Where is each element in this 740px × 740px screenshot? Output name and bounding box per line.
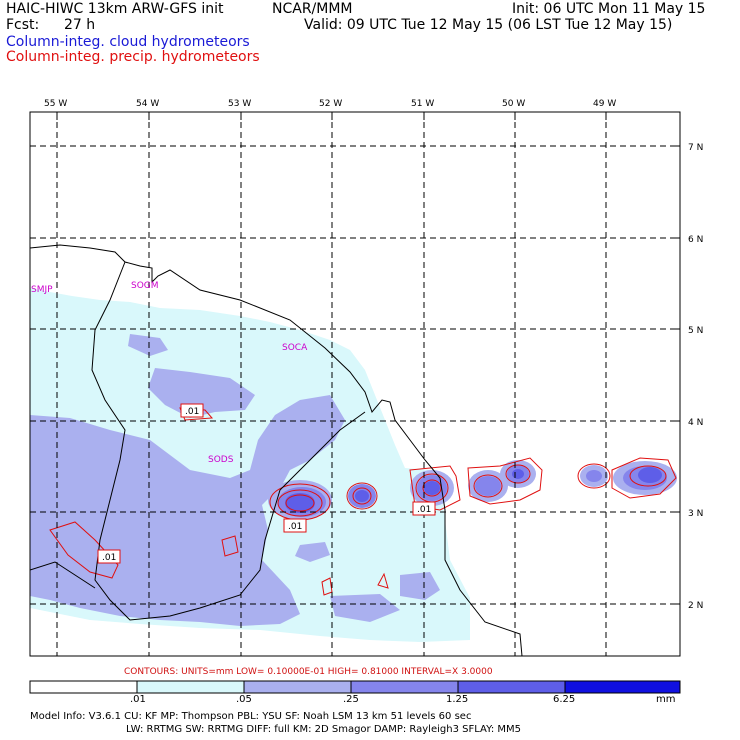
valid-time: Valid: 09 UTC Tue 12 May 15 (06 LST Tue …	[304, 17, 673, 33]
colorbar-label: .01	[130, 694, 146, 705]
lat-label: 6 N	[688, 235, 703, 245]
lon-label: 55 W	[44, 99, 67, 109]
contour-label: .01	[288, 522, 302, 532]
graticule	[30, 112, 680, 656]
shading-layer	[30, 244, 677, 656]
cloud-shade-medium	[330, 594, 400, 622]
contour-label: .01	[102, 553, 116, 563]
contour-info: CONTOURS: UNITS=mm LOW= 0.10000E-01 HIGH…	[124, 667, 493, 677]
station-label: SODS	[208, 455, 234, 465]
lon-label: 54 W	[136, 99, 159, 109]
cloud-shade-medium	[400, 572, 440, 600]
cloud-shade-medium	[148, 368, 255, 418]
model-info-line-2: LW: RRTMG SW: RRTMG DIFF: full KM: 2D Sm…	[126, 724, 522, 735]
lat-label: 7 N	[688, 143, 703, 153]
center-label: NCAR/MMM	[272, 1, 353, 17]
lat-label: 5 N	[688, 326, 703, 336]
lon-label: 53 W	[228, 99, 251, 109]
model-title: HAIC-HIWC 13km ARW-GFS init	[6, 1, 224, 17]
colorbar-label: .05	[236, 694, 252, 705]
lat-label: 3 N	[688, 509, 703, 519]
cloud-shade-medium	[58, 478, 120, 506]
lat-label: 4 N	[688, 418, 703, 428]
cloud-shade-medium	[128, 334, 168, 356]
station-label: SOGM	[131, 281, 159, 291]
lon-label: 51 W	[411, 99, 434, 109]
plot-frame	[29, 111, 681, 657]
colorbar-label: 6.25	[553, 694, 576, 705]
init-time: Init: 06 UTC Mon 11 May 15	[512, 1, 706, 17]
colorbar-label: 1.25	[446, 694, 469, 705]
station-label: SMJP	[31, 285, 53, 295]
contour-label: .01	[185, 407, 199, 417]
lon-label: 50 W	[502, 99, 525, 109]
forecast-label: Fcst:	[6, 17, 40, 33]
frame-ticks	[56, 112, 680, 605]
contour-label: .01	[417, 505, 431, 515]
station-label: SOCA	[282, 343, 308, 353]
colorbar-label: .25	[343, 694, 359, 705]
cloud-shade-medium	[295, 542, 330, 562]
model-info-line-1: Model Info: V3.6.1 CU: KF MP: Thompson P…	[30, 711, 472, 722]
cloud-shade-medium	[30, 395, 345, 626]
lon-label: 49 W	[593, 99, 616, 109]
cloud-legend-text: Column-integ. cloud hydrometeors	[6, 34, 250, 50]
precip-legend-text: Column-integ. precip. hydrometeors	[6, 49, 260, 65]
lon-label: 52 W	[319, 99, 342, 109]
colorbar	[29, 680, 681, 694]
contour-value-labels: .01 .01 .01 .01	[97, 403, 436, 564]
forecast-value: 27 h	[64, 17, 96, 33]
coastlines	[30, 244, 523, 656]
colorbar-units: mm	[656, 694, 676, 705]
lat-label: 2 N	[688, 601, 703, 611]
